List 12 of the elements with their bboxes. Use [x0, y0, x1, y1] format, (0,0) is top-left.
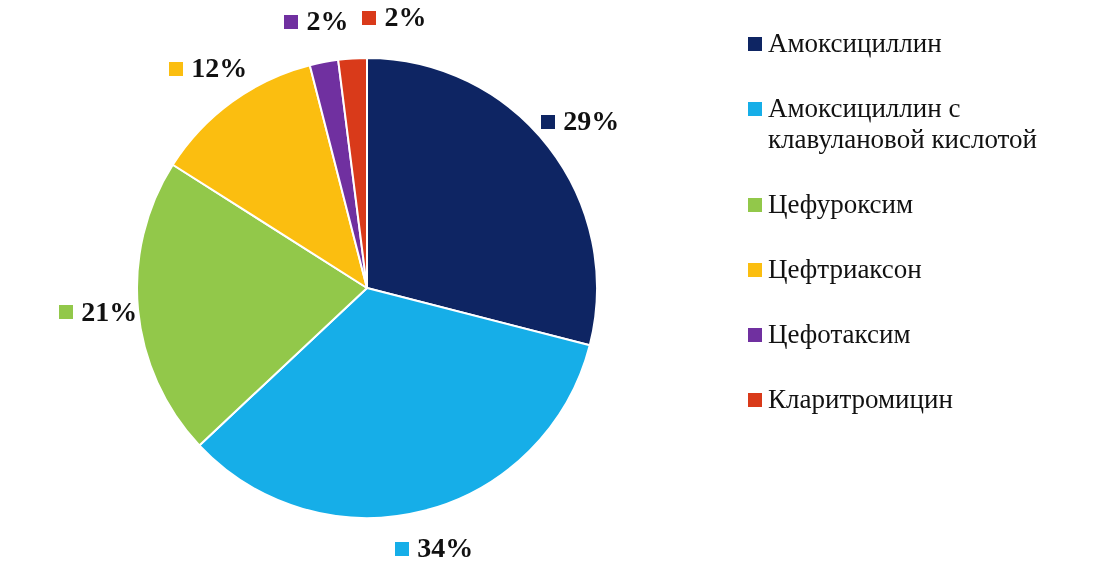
data-label: 2% — [384, 0, 427, 32]
legend-label: Амоксициллин — [768, 28, 942, 59]
legend-label: Амоксициллин с клавулановой кислотой — [768, 93, 1038, 155]
legend-label: Цефтриаксон — [768, 254, 922, 285]
data-label: 34% — [417, 531, 474, 563]
legend-label: Кларитромицин — [768, 384, 953, 415]
data-label: 29% — [563, 104, 620, 136]
legend-label: Цефотаксим — [768, 319, 911, 350]
data-label: 21% — [81, 295, 138, 327]
data-label: 12% — [191, 51, 248, 83]
legend-label: Цефуроксим — [768, 189, 914, 220]
data-label: 2% — [306, 5, 349, 37]
